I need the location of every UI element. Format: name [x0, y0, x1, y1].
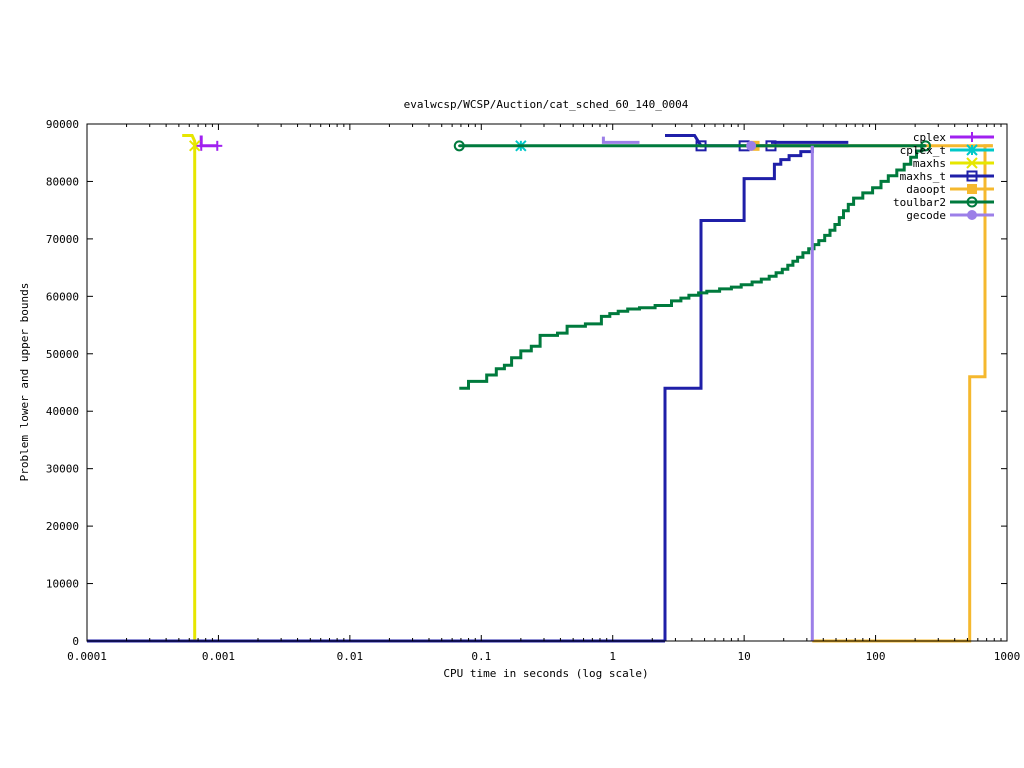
- y-axis-label: Problem lower and upper bounds: [18, 283, 31, 482]
- y-tick-label-6: 60000: [46, 290, 79, 303]
- legend-marker-maxhs_t: [966, 170, 978, 182]
- x-tick-label-6: 100: [866, 650, 886, 663]
- x-tick-label-1: 0.001: [202, 650, 235, 663]
- series-maxhs: [182, 134, 201, 641]
- y-tick-label-5: 50000: [46, 348, 79, 361]
- series-line-cplex-0: [199, 135, 218, 148]
- y-tick-label-8: 80000: [46, 175, 79, 188]
- series-line-toulbar2-1: [459, 144, 926, 390]
- chart-title: evalwcsp/WCSP/Auction/cat_sched_60_140_0…: [404, 98, 689, 111]
- x-tick-label-5: 10: [738, 650, 751, 663]
- y-tick-label-3: 30000: [46, 463, 79, 476]
- x-tick-label-2: 0.01: [337, 650, 364, 663]
- series-line-maxhs_t-0: [663, 145, 814, 641]
- series-gecode: [601, 136, 814, 641]
- plot-frame: [86, 123, 1008, 642]
- y-tick-label-9: 90000: [46, 118, 79, 131]
- data-point-cplex-1: [212, 140, 223, 151]
- y-tick-label-7: 70000: [46, 233, 79, 246]
- x-tick-label-4: 1: [609, 650, 616, 663]
- series-cplex: [87, 135, 223, 643]
- legend-marker-toulbar2: [966, 196, 978, 208]
- x-axis-label: CPU time in seconds (log scale): [443, 667, 648, 680]
- legend-label-maxhs_t: maxhs_t: [900, 170, 946, 183]
- legend-label-cplex_t: cplex_t: [900, 144, 946, 157]
- legend-marker-daoopt: [967, 184, 977, 194]
- legend-marker-cplex: [967, 132, 977, 142]
- series-line-gecode-0: [601, 136, 640, 144]
- legend-label-daoopt: daoopt: [906, 183, 946, 196]
- legend-marker-gecode: [967, 210, 977, 220]
- data-point-gecode-0: [746, 140, 757, 151]
- legend-label-gecode: gecode: [906, 209, 946, 222]
- axis-ticks: 0.0001 0.001 0.01 0.1 1 10 100 1000010000200003…: [46, 118, 1020, 663]
- x-tick-label-0: 0.0001: [67, 650, 107, 663]
- data-point-cplex-0: [196, 140, 207, 151]
- data-point-maxhs-0: [189, 140, 201, 152]
- legend: cplexcplex_tmaxhsmaxhs_tdaoopttoulbar2ge…: [893, 131, 994, 222]
- data-point-toulbar2-0: [453, 140, 465, 152]
- y-tick-label-2: 20000: [46, 520, 79, 533]
- data-point-toulbar2-1: [920, 140, 932, 152]
- series-toulbar2: [453, 140, 932, 390]
- x-tick-label-3: 0.1: [471, 650, 491, 663]
- legend-label-toulbar2: toulbar2: [893, 196, 946, 209]
- legend-label-maxhs: maxhs: [913, 157, 946, 170]
- y-tick-label-4: 40000: [46, 405, 79, 418]
- legend-marker-maxhs: [966, 157, 978, 169]
- y-tick-label-0: 0: [72, 635, 79, 648]
- y-tick-label-1: 10000: [46, 578, 79, 591]
- series-layer: [87, 134, 993, 643]
- x-tick-label-7: 1000: [994, 650, 1021, 663]
- series-line-maxhs-0: [182, 134, 197, 146]
- legend-label-cplex: cplex: [913, 131, 946, 144]
- legend-marker-cplex_t: [966, 144, 978, 156]
